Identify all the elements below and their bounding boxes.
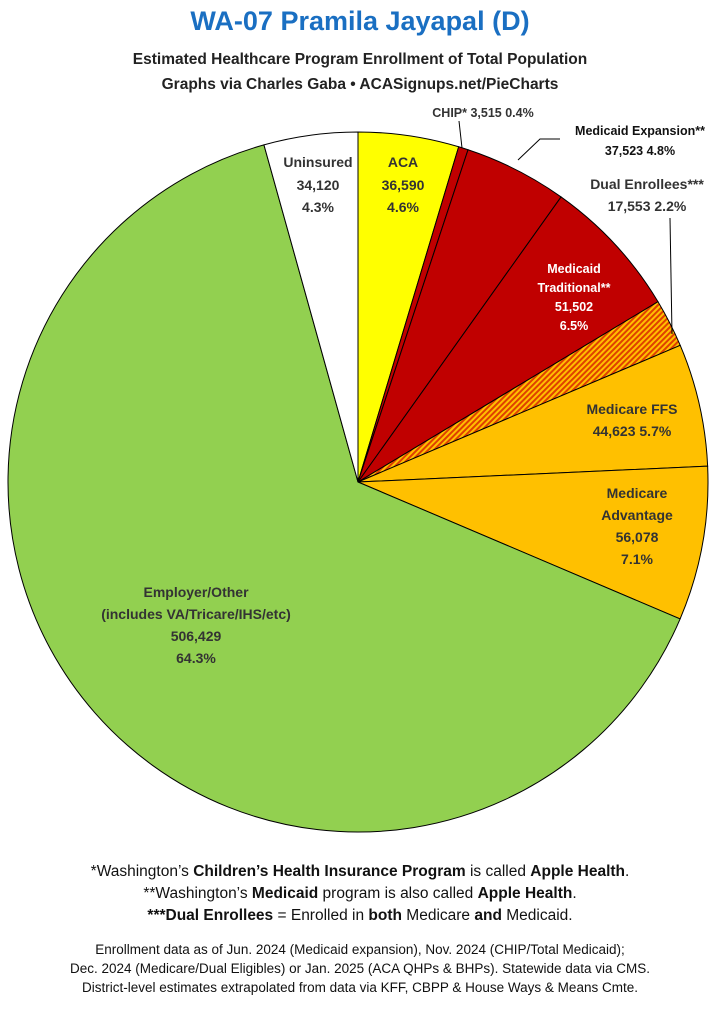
label-uninsured-value: 34,120	[297, 177, 340, 193]
label-uninsured-percent: 4.3%	[302, 199, 334, 215]
label-employer-percent: 64.3%	[176, 650, 216, 666]
pie-slice-employer-other-includes-va-tricare-ihs-etc	[7, 144, 681, 833]
label-medicaid-traditional-name: Medicaid	[547, 262, 601, 276]
label-aca-name: ACA	[388, 154, 418, 170]
label-employer-note: (includes VA/Tricare/IHS/etc)	[101, 606, 291, 622]
page-title: WA-07 Pramila Jayapal (D)	[190, 6, 530, 36]
leader-line-chip	[458, 120, 463, 149]
footnote-medicaid: **Washington’s Medicaid program is also …	[143, 885, 577, 902]
footnote-chip: *Washington’s Children’s Health Insuranc…	[90, 863, 630, 880]
label-medicaid-traditional-value: 51,502	[555, 300, 593, 314]
footnote-dual-enrollees: ***Dual Enrollees = Enrolled in both Med…	[147, 907, 573, 924]
label-medicare-advantage-percent: 7.1%	[621, 551, 653, 567]
leader-line-medicaid-expansion	[517, 138, 560, 161]
label-aca-percent: 4.6%	[387, 199, 419, 215]
label-medicare-ffs-value: 44,623 5.7%	[593, 423, 672, 439]
source-line-2: Dec. 2024 (Medicare/Dual Eligibles) or J…	[70, 961, 650, 976]
pie-slice-medicaid-traditional	[357, 196, 659, 483]
source-line-1: Enrollment data as of Jun. 2024 (Medicai…	[95, 942, 625, 957]
pie-slice-medicare-advantage	[357, 465, 709, 620]
source-line-3: District-level estimates extrapolated fr…	[82, 980, 638, 995]
label-chip: CHIP* 3,515 0.4%	[432, 106, 533, 120]
label-medicaid-traditional-percent: 6.5%	[560, 319, 589, 333]
label-medicaid-expansion-value: 37,523 4.8%	[605, 144, 675, 158]
label-medicare-advantage-name2: Advantage	[601, 507, 673, 523]
label-employer-value: 506,429	[171, 628, 222, 644]
label-dual-value: 17,553 2.2%	[608, 198, 687, 214]
label-medicare-advantage-value: 56,078	[616, 529, 659, 545]
label-uninsured-name: Uninsured	[283, 154, 352, 170]
label-dual-name: Dual Enrollees***	[590, 176, 704, 192]
pie-slice-uninsured	[263, 131, 359, 483]
chart-credit: Graphs via Charles Gaba • ACASignups.net…	[161, 76, 559, 93]
label-employer-name: Employer/Other	[143, 584, 249, 600]
pie-chart: ACA 36,590 4.6% CHIP* 3,515 0.4% Medicai…	[7, 106, 709, 833]
label-medicare-ffs-name: Medicare FFS	[586, 401, 677, 417]
label-aca-value: 36,590	[382, 177, 425, 193]
label-medicaid-expansion-name: Medicaid Expansion**	[575, 124, 705, 138]
label-medicare-advantage-name: Medicare	[607, 485, 668, 501]
leader-line-dual-enrollees	[669, 217, 673, 335]
label-medicaid-traditional-name2: Traditional**	[538, 281, 611, 295]
chart-subtitle: Estimated Healthcare Program Enrollment …	[132, 51, 588, 68]
